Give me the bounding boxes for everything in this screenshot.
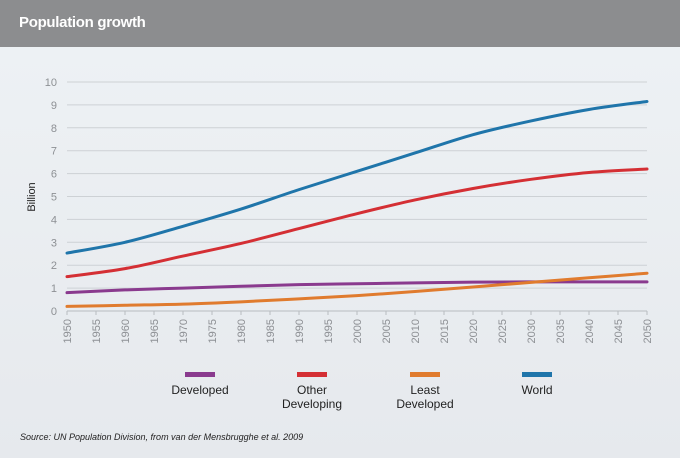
legend-item: Other Developing [257,372,367,411]
y-axis-label: Billion [26,182,38,211]
legend-item: World [482,372,592,397]
x-tick-label: 2005 [381,319,393,343]
y-tick-label: 10 [45,77,57,89]
x-tick-label: 1985 [265,319,277,343]
x-tick-label: 2010 [410,319,422,343]
y-tick-label: 5 [51,192,57,204]
legend-swatch [297,372,327,377]
x-tick-label: 1980 [236,319,248,343]
x-tick-label: 2045 [613,319,625,343]
source-note: Source: UN Population Division, from van… [20,432,304,442]
x-tick-label: 2035 [555,319,567,343]
x-tick-label: 1970 [178,319,190,343]
y-tick-label: 2 [51,260,57,272]
x-tick-label: 1990 [294,319,306,343]
legend-item: Developed [145,372,255,397]
header-bar: Population growth [0,0,680,47]
y-tick-label: 0 [51,306,57,318]
x-tick-label: 2030 [526,319,538,343]
y-tick-label: 9 [51,100,57,112]
x-tick-label: 1995 [323,319,335,343]
x-tick-label: 1960 [120,319,132,343]
x-tick-label: 2025 [497,319,509,343]
y-tick-label: 1 [51,283,57,295]
legend-swatch [410,372,440,377]
x-tick-label: 1955 [91,319,103,343]
y-tick-label: 4 [51,214,57,226]
series-line-other-developing [65,167,649,279]
x-tick-label: 2015 [439,319,451,343]
x-tick-label: 1950 [62,319,74,343]
x-tick-label: 2050 [642,319,654,343]
series-line-developed [65,280,649,295]
x-tick-label: 2020 [468,319,480,343]
legend-label: World [521,383,553,397]
x-tick-label: 2040 [584,319,596,343]
line-chart: 0 1 2 3 4 5 6 7 8 9 10 1950 1955 1960 1965 1970 1975 1980… [26,77,654,343]
legend-label: Developed [396,397,454,411]
series-line-least-developed [65,271,649,308]
y-tick-label: 7 [51,146,57,158]
legend-label: Developing [281,397,343,411]
legend-swatch [522,372,552,377]
legend-label: Least [410,383,440,397]
legend-label: Other [296,383,327,397]
x-tick-label: 1975 [207,319,219,343]
y-tick-label: 8 [51,123,57,135]
chart-title: Population growth [19,14,146,31]
legend-swatch [185,372,215,377]
y-tick-label: 6 [51,169,57,181]
x-tick-label: 2000 [352,319,364,343]
x-tick-label: 1965 [149,319,161,343]
y-tick-label: 3 [51,237,57,249]
legend-label: Developed [171,383,229,397]
series-line-world [65,99,649,255]
legend-item: Least Developed [370,372,480,411]
